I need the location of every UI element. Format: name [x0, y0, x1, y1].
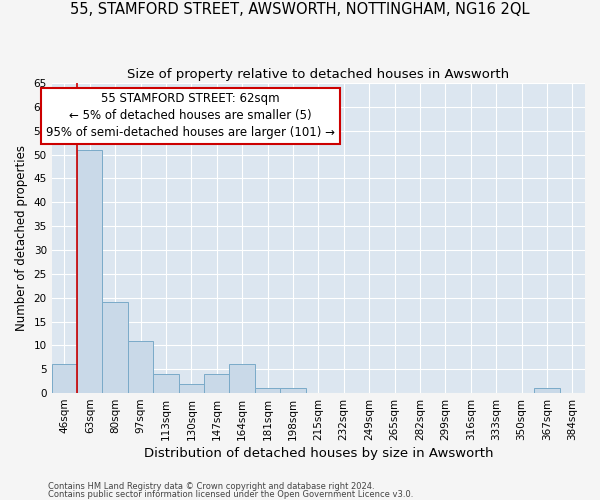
Text: Contains public sector information licensed under the Open Government Licence v3: Contains public sector information licen…: [48, 490, 413, 499]
Text: Contains HM Land Registry data © Crown copyright and database right 2024.: Contains HM Land Registry data © Crown c…: [48, 482, 374, 491]
Bar: [534, 388, 560, 393]
Text: 55 STAMFORD STREET: 62sqm
← 5% of detached houses are smaller (5)
95% of semi-de: 55 STAMFORD STREET: 62sqm ← 5% of detach…: [46, 92, 335, 140]
Text: 55, STAMFORD STREET, AWSWORTH, NOTTINGHAM, NG16 2QL: 55, STAMFORD STREET, AWSWORTH, NOTTINGHA…: [70, 2, 530, 18]
Bar: [128, 340, 153, 393]
Y-axis label: Number of detached properties: Number of detached properties: [15, 145, 28, 331]
Bar: [255, 388, 280, 393]
Bar: [103, 302, 128, 393]
Bar: [52, 364, 77, 393]
Bar: [153, 374, 179, 393]
Bar: [77, 150, 103, 393]
Bar: [229, 364, 255, 393]
Bar: [280, 388, 305, 393]
X-axis label: Distribution of detached houses by size in Awsworth: Distribution of detached houses by size …: [143, 447, 493, 460]
Bar: [204, 374, 229, 393]
Bar: [179, 384, 204, 393]
Title: Size of property relative to detached houses in Awsworth: Size of property relative to detached ho…: [127, 68, 509, 80]
